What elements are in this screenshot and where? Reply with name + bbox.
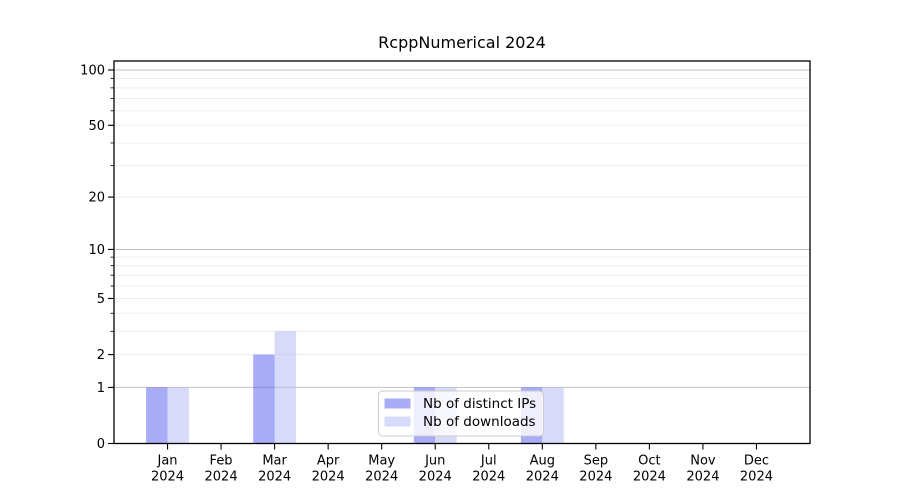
x-tick-label-nov: Nov (690, 454, 716, 469)
bar-nb-of-distinct-ips-jan (146, 387, 168, 444)
x-tick-sublabel-may: 2024 (365, 470, 398, 485)
x-tick-label-jul: Jul (480, 454, 497, 469)
y-tick-label-1: 1 (97, 381, 105, 396)
legend-swatch-nb-of-distinct-ips (384, 398, 411, 409)
x-tick-sublabel-jun: 2024 (419, 470, 452, 485)
x-tick-label-apr: Apr (317, 454, 340, 469)
x-tick-sublabel-apr: 2024 (312, 470, 345, 485)
y-tick-label-5: 5 (97, 292, 105, 307)
bar-nb-of-distinct-ips-mar (253, 354, 275, 444)
x-tick-label-may: May (368, 454, 395, 469)
x-tick-label-aug: Aug (530, 454, 555, 469)
legend-label-nb-of-distinct-ips: Nb of distinct IPs (423, 396, 536, 412)
y-tick-label-100: 100 (80, 64, 105, 79)
x-tick-sublabel-nov: 2024 (686, 470, 719, 485)
x-tick-sublabel-feb: 2024 (205, 470, 238, 485)
plot-border (113, 60, 811, 445)
y-tick-label-0: 0 (97, 437, 105, 452)
x-tick-label-jun: Jun (424, 454, 445, 469)
x-tick-sublabel-oct: 2024 (633, 470, 666, 485)
x-tick-label-feb: Feb (210, 454, 233, 469)
y-tick-label-50: 50 (88, 119, 105, 134)
bar-nb-of-downloads-mar (274, 331, 297, 444)
x-tick-sublabel-dec: 2024 (740, 470, 773, 485)
x-tick-sublabel-aug: 2024 (526, 470, 559, 485)
x-tick-sublabel-jan: 2024 (151, 470, 184, 485)
bar-nb-of-downloads-jan (167, 387, 189, 444)
x-tick-sublabel-sep: 2024 (579, 470, 612, 485)
legend-swatch-nb-of-downloads (384, 416, 411, 427)
x-tick-label-mar: Mar (262, 454, 287, 469)
legend-label-nb-of-downloads: Nb of downloads (423, 414, 536, 430)
y-tick-label-2: 2 (97, 348, 105, 363)
x-tick-sublabel-jul: 2024 (472, 470, 505, 485)
x-tick-sublabel-mar: 2024 (258, 470, 291, 485)
y-tick-label-10: 10 (88, 243, 105, 258)
x-tick-label-oct: Oct (638, 454, 660, 469)
x-tick-label-dec: Dec (744, 454, 769, 469)
x-tick-label-jan: Jan (157, 454, 178, 469)
y-tick-label-20: 20 (88, 191, 105, 206)
chart-title: RcppNumerical 2024 (378, 33, 546, 52)
legend-box (378, 390, 544, 437)
bar-nb-of-downloads-aug (542, 387, 564, 444)
x-tick-label-sep: Sep (584, 454, 609, 469)
